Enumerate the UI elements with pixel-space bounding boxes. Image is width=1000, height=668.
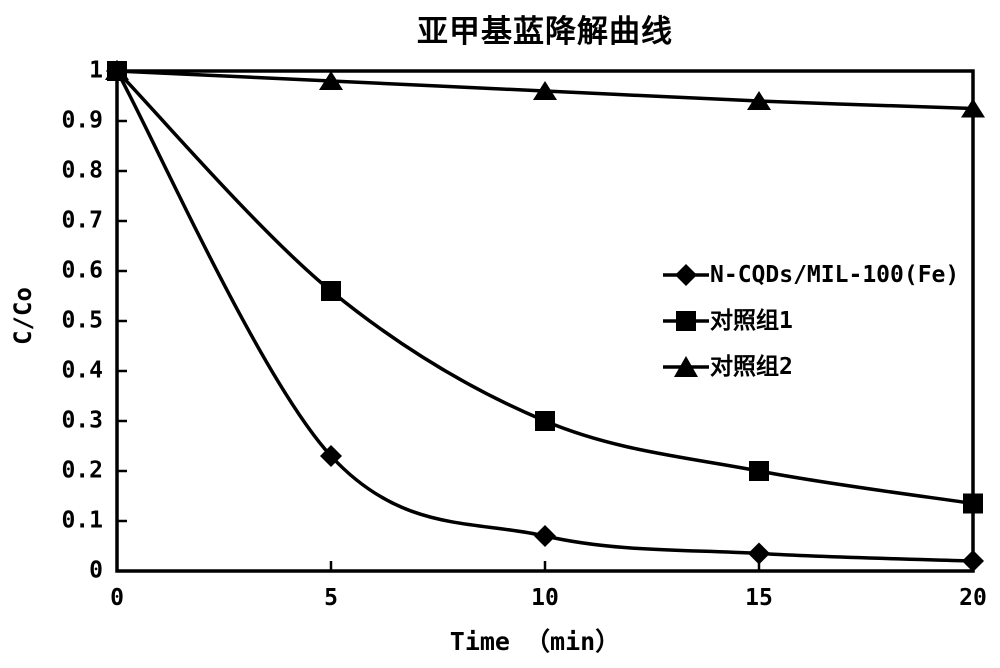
x-tick-label: 5 — [324, 585, 338, 611]
square-marker — [321, 281, 341, 301]
y-tick-label: 1 — [89, 57, 103, 84]
legend-label: N-CQDs/MIL-100(Fe) — [710, 261, 960, 288]
y-tick-label: 0.4 — [61, 357, 103, 384]
triangle-marker-icon — [663, 356, 709, 377]
diamond-marker-icon — [663, 264, 709, 286]
x-tick-label: 15 — [745, 585, 773, 611]
square-marker — [963, 493, 983, 514]
legend-label: 对照组1 — [710, 307, 793, 334]
x-tick-label: 0 — [110, 585, 124, 611]
x-axis-title: Time （min） — [449, 627, 621, 656]
series-line — [115, 70, 974, 563]
square-marker — [535, 411, 555, 431]
y-tick-label: 0.1 — [61, 507, 103, 534]
legend-label: 对照组2 — [710, 353, 793, 380]
y-tick-label: 0 — [89, 557, 103, 584]
diamond-marker — [962, 550, 984, 572]
y-tick-label: 0.9 — [61, 107, 103, 134]
y-tick-label: 0.5 — [61, 307, 103, 334]
diamond-marker — [320, 445, 342, 467]
y-tick-label: 0.2 — [61, 457, 103, 484]
y-tick-label: 0.6 — [61, 257, 103, 284]
triangle-marker — [319, 71, 343, 90]
diamond-marker — [748, 542, 770, 565]
legend-item-ncqds: N-CQDs/MIL-100(Fe) — [662, 260, 959, 290]
y-tick-label: 0.3 — [61, 407, 103, 434]
x-tick-label: 10 — [531, 585, 559, 611]
y-tick-label: 0.8 — [61, 157, 103, 184]
x-tick-label: 20 — [959, 585, 987, 611]
triangle-marker — [747, 91, 771, 110]
triangle-marker — [105, 61, 129, 80]
square-marker-icon — [663, 311, 709, 331]
triangle-marker — [961, 98, 985, 118]
legend-item-control2: 对照组2 — [662, 352, 959, 382]
series-line — [115, 69, 974, 506]
diamond-marker — [534, 525, 556, 547]
legend-item-control1: 对照组1 — [662, 306, 959, 336]
square-marker — [749, 461, 769, 481]
y-tick-label: 0.7 — [61, 207, 103, 234]
legend: N-CQDs/MIL-100(Fe) 对照组1 对照组2 — [662, 260, 959, 382]
triangle-marker — [533, 81, 557, 100]
chart-title: 亚甲基蓝降解曲线 — [417, 14, 673, 50]
